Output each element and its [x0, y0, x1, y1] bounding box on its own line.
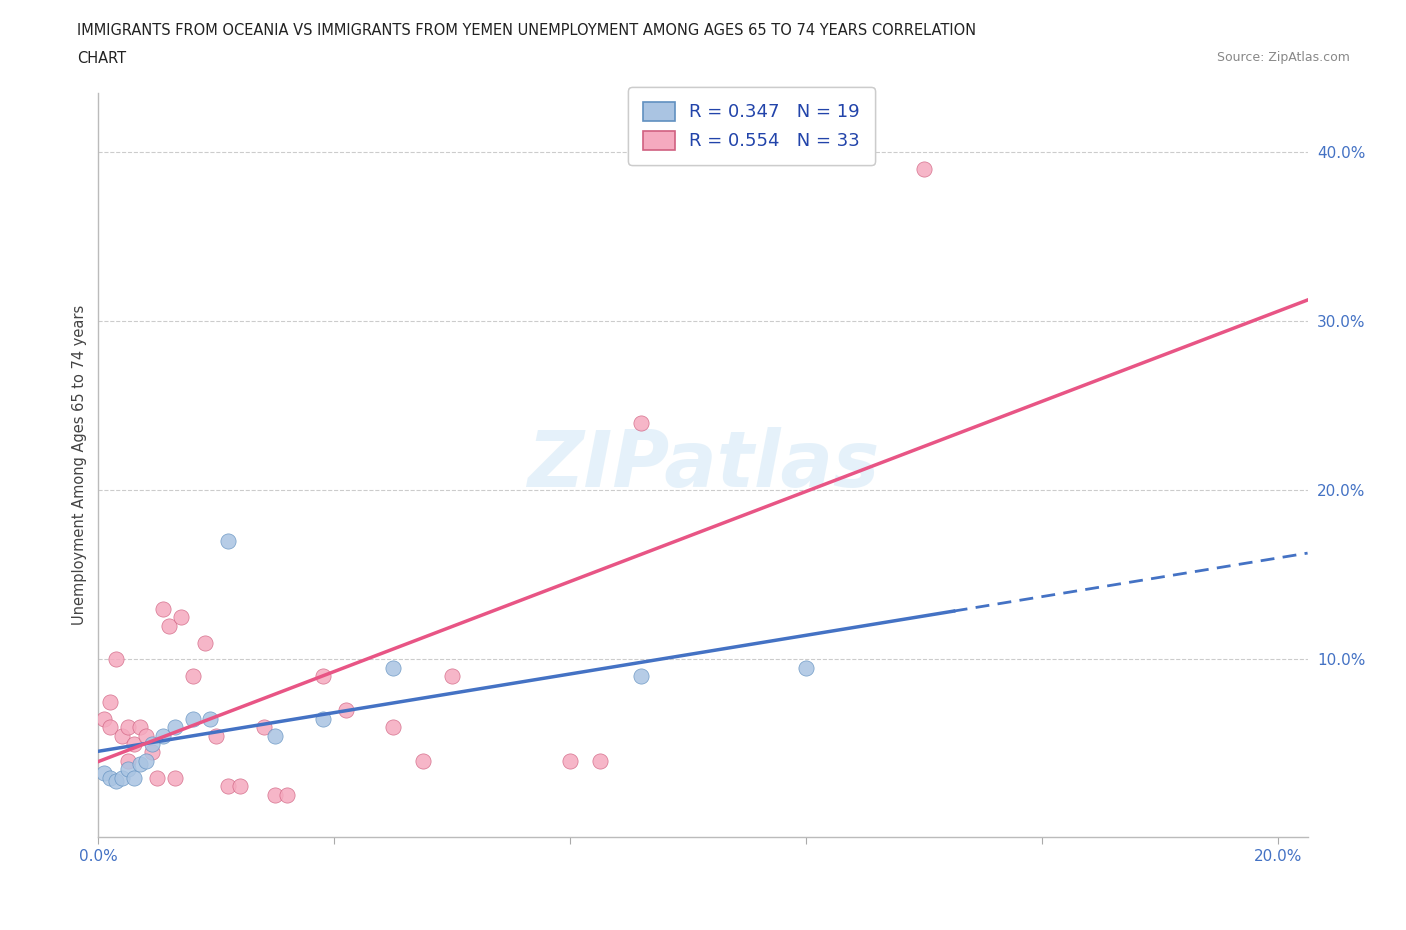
Point: [560, 753, 582, 768]
Text: ZIPatlas: ZIPatlas: [527, 427, 879, 503]
Point: [122, 770, 145, 785]
Point: [152, 728, 174, 743]
Point: [146, 770, 169, 785]
Point: [217, 534, 239, 549]
Point: [98, 695, 121, 710]
Point: [105, 652, 128, 667]
Point: [141, 745, 163, 760]
Point: [152, 602, 174, 617]
Point: [117, 720, 139, 735]
Point: [98, 770, 121, 785]
Point: [252, 720, 274, 735]
Point: [630, 416, 652, 431]
Point: [264, 788, 287, 803]
Point: [382, 720, 405, 735]
Point: [128, 757, 150, 772]
Point: [412, 753, 434, 768]
Point: [111, 770, 134, 785]
Point: [311, 669, 333, 684]
Point: [141, 737, 163, 751]
Point: [128, 720, 150, 735]
Point: [93, 765, 115, 780]
Point: [276, 788, 298, 803]
Point: [794, 660, 817, 675]
Point: [441, 669, 464, 684]
Point: [181, 711, 204, 726]
Point: [200, 711, 222, 726]
Point: [205, 728, 228, 743]
Point: [165, 770, 187, 785]
Point: [93, 711, 115, 726]
Point: [912, 162, 935, 177]
Point: [111, 728, 134, 743]
Point: [181, 669, 204, 684]
Point: [335, 703, 357, 718]
Point: [630, 669, 652, 684]
Point: [311, 711, 333, 726]
Point: [135, 728, 157, 743]
Point: [122, 737, 145, 751]
Point: [264, 728, 287, 743]
Point: [217, 778, 239, 793]
Text: CHART: CHART: [77, 51, 127, 66]
Point: [165, 720, 187, 735]
Point: [382, 660, 405, 675]
Point: [589, 753, 612, 768]
Point: [194, 635, 217, 650]
Point: [117, 762, 139, 777]
Text: IMMIGRANTS FROM OCEANIA VS IMMIGRANTS FROM YEMEN UNEMPLOYMENT AMONG AGES 65 TO 7: IMMIGRANTS FROM OCEANIA VS IMMIGRANTS FR…: [77, 23, 976, 38]
Text: Source: ZipAtlas.com: Source: ZipAtlas.com: [1216, 51, 1350, 64]
Legend: R = 0.347   N = 19, R = 0.554   N = 33: R = 0.347 N = 19, R = 0.554 N = 33: [628, 87, 875, 165]
Point: [135, 753, 157, 768]
Point: [105, 774, 128, 789]
Point: [229, 778, 252, 793]
Point: [117, 753, 139, 768]
Y-axis label: Unemployment Among Ages 65 to 74 years: Unemployment Among Ages 65 to 74 years: [72, 305, 87, 625]
Point: [170, 610, 193, 625]
Point: [98, 720, 121, 735]
Point: [157, 618, 180, 633]
